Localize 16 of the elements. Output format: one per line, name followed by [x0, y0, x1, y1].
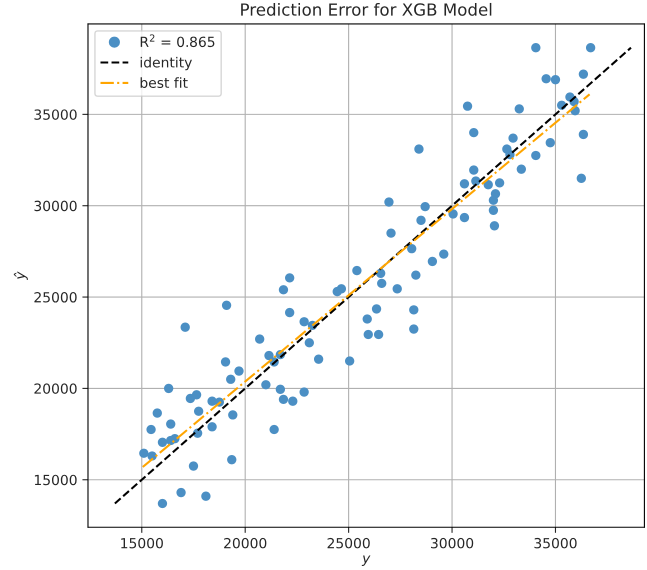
x-tick-label: 20000 — [224, 538, 266, 548]
chart-title: Prediction Error for XGB Model — [241, 2, 492, 16]
x-tick-label: 25000 — [328, 538, 370, 548]
y-tick-label: 15000 — [34, 474, 77, 486]
y-tick-label: 30000 — [34, 200, 77, 212]
legend-label: identity — [140, 56, 192, 70]
y-tick-label: 25000 — [34, 292, 77, 303]
x-tick-label: 15000 — [121, 538, 163, 548]
y-axis-title: ŷ — [14, 271, 28, 280]
x-axis-title: y — [362, 555, 370, 566]
y-tick-label: 35000 — [34, 109, 77, 120]
y-tick-label: 20000 — [34, 383, 77, 394]
legend-label: R$^{2}$ = 0.865 — [140, 34, 214, 48]
x-tick-label: 30000 — [431, 538, 474, 548]
legend-label: best fit — [140, 77, 188, 88]
x-tick-label: 35000 — [534, 538, 577, 548]
